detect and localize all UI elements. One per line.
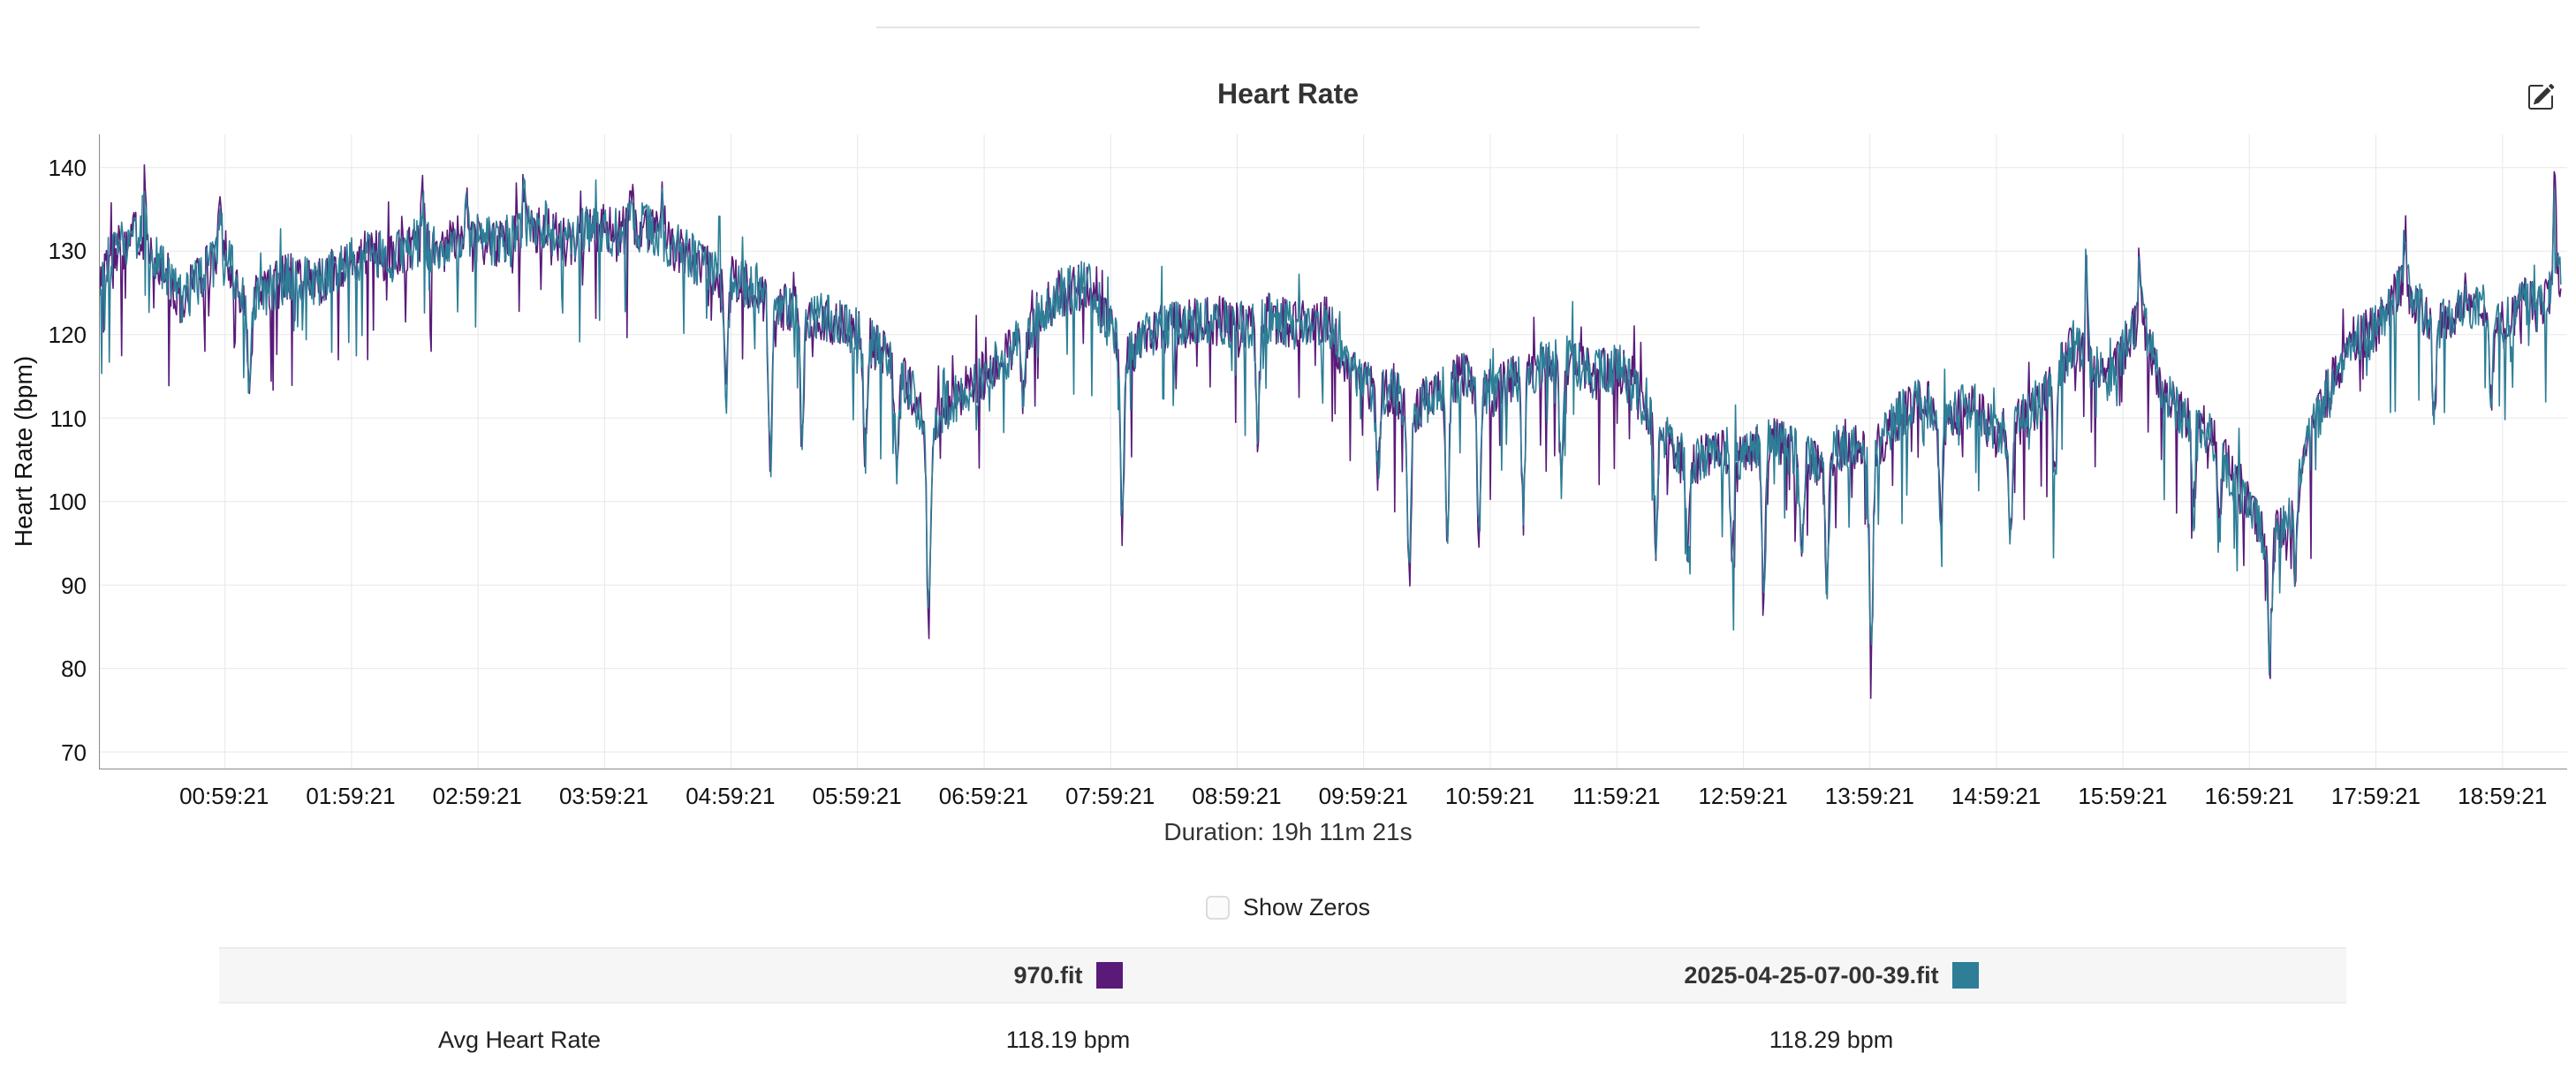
header-spacer-cell <box>219 949 820 1002</box>
y-tick-label-90: 90 <box>61 572 87 599</box>
row-label: Avg Heart Rate <box>437 1026 602 1053</box>
top-divider <box>876 27 1700 28</box>
y-tick-label-130: 130 <box>48 238 87 265</box>
file-2-color-swatch <box>1951 962 1979 989</box>
chart-title: Heart Rate <box>1216 78 1360 110</box>
x-tick-label-7: 07:59:21 <box>1065 783 1155 809</box>
avg-heart-rate-row: Avg Heart Rate 118.19 bpm 118.29 bpm <box>219 1004 2346 1076</box>
y-tick-label-140: 140 <box>48 154 87 181</box>
edit-icon[interactable] <box>2527 83 2555 111</box>
column-header-file-2: 2025-04-25-07-00-39.fit <box>1316 949 2346 1002</box>
pencil-square-icon <box>2528 83 2555 110</box>
x-tick-label-16: 16:59:21 <box>2204 783 2294 809</box>
x-tick-label-1: 01:59:21 <box>306 783 396 809</box>
y-tick-label-120: 120 <box>48 322 87 349</box>
x-tick-label-11: 11:59:21 <box>1572 783 1661 809</box>
chart-plot-area[interactable] <box>99 134 2567 769</box>
x-tick-label-4: 04:59:21 <box>686 783 776 809</box>
show-zeros-checkbox[interactable] <box>1205 896 1230 920</box>
comparison-table: 970.fit 2025-04-25-07-00-39.fit Avg Hear… <box>219 947 2346 1076</box>
file-1-color-swatch <box>1095 962 1123 989</box>
avg-value-file-1: 118.19 bpm <box>1005 1026 1131 1053</box>
column-header-file-1: 970.fit <box>820 949 1316 1002</box>
x-tick-label-10: 10:59:21 <box>1444 783 1535 809</box>
y-axis-title: Heart Rate (bpm) <box>10 355 37 548</box>
comparison-table-header: 970.fit 2025-04-25-07-00-39.fit <box>219 947 2346 1004</box>
x-tick-label-18: 18:59:21 <box>2458 783 2548 809</box>
x-tick-label-3: 03:59:21 <box>558 783 649 809</box>
x-tick-label-0: 00:59:21 <box>179 783 269 809</box>
show-zeros-control: Show Zeros <box>0 894 2576 921</box>
file-2-name: 2025-04-25-07-00-39.fit <box>1684 961 1939 989</box>
x-tick-label-12: 12:59:21 <box>1698 783 1788 809</box>
x-tick-label-6: 06:59:21 <box>938 783 1028 809</box>
x-tick-label-17: 17:59:21 <box>2330 783 2421 809</box>
file-1-name: 970.fit <box>1013 961 1083 989</box>
y-tick-label-70: 70 <box>61 739 87 767</box>
x-tick-label-14: 14:59:21 <box>1951 783 2042 809</box>
avg-value-file-2: 118.29 bpm <box>1769 1026 1894 1053</box>
x-tick-label-9: 09:59:21 <box>1318 783 1408 809</box>
heart-rate-line-chart <box>100 134 2567 769</box>
x-tick-label-15: 15:59:21 <box>2078 783 2168 809</box>
x-tick-label-13: 13:59:21 <box>1824 783 1914 809</box>
y-tick-label-80: 80 <box>61 655 87 683</box>
x-tick-label-8: 08:59:21 <box>1192 783 1282 809</box>
duration-caption: Duration: 19h 11m 21s <box>1163 818 1413 845</box>
x-tick-label-2: 02:59:21 <box>432 783 522 809</box>
show-zeros-label: Show Zeros <box>1242 894 1371 921</box>
x-tick-label-5: 05:59:21 <box>812 783 902 809</box>
